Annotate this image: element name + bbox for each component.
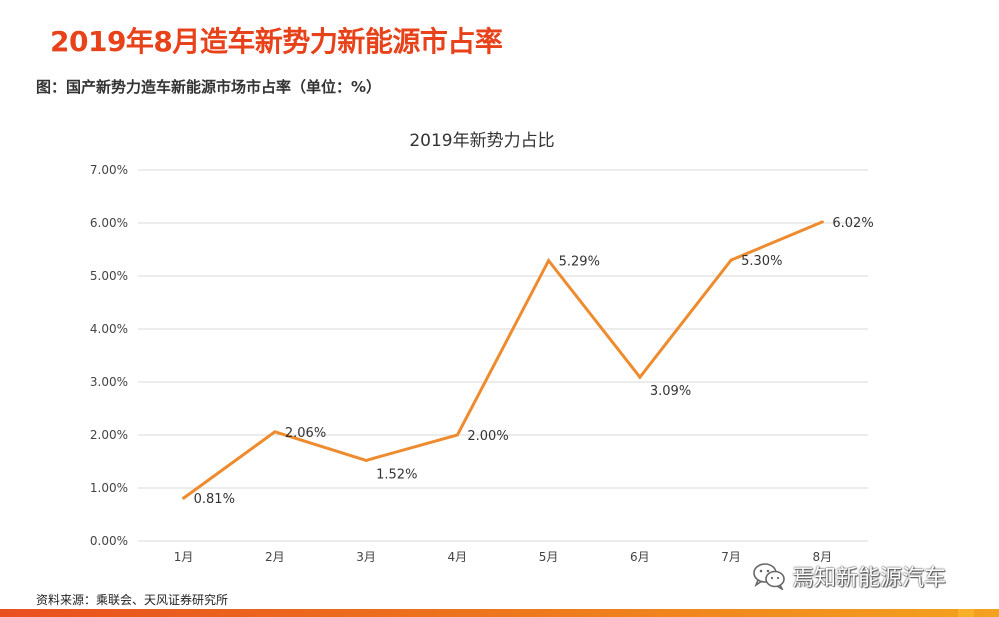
y-tick-label: 3.00% [90,375,128,389]
y-tick-label: 5.00% [90,269,128,283]
watermark-text: 焉知新能源汽车 [792,566,947,591]
x-axis-ticks: 1月 2月 3月 4月 5月 6月 7月 8月 [174,550,832,564]
x-tick-label: 7月 [721,550,741,564]
x-tick-label: 3月 [356,550,376,564]
data-label: 5.29% [559,255,600,270]
x-tick-label: 5月 [539,550,559,564]
chart-title: 2019年新势力占比 [409,131,554,151]
watermark: 焉知新能源汽车 [752,560,946,592]
y-tick-label: 1.00% [90,481,128,495]
page-title: 2019年8月造车新势力新能源市占率 [50,25,503,58]
data-point [455,433,459,437]
data-point [638,375,642,379]
data-label: 2.00% [467,429,508,444]
data-label: 1.52% [376,467,417,482]
series-line [182,220,823,500]
data-label: 2.06% [285,426,326,441]
x-tick-label: 2月 [265,550,285,564]
y-tick-label: 0.00% [90,534,128,548]
footer-bar [0,609,999,617]
gridlines [138,169,868,542]
y-axis-ticks: 0.00% 1.00% 2.00% 3.00% 4.00% 5.00% 6.00% 7.00% [90,163,128,548]
x-tick-label: 6月 [630,550,650,564]
data-point [364,458,368,462]
data-label: 5.30% [741,254,782,269]
footer-accent [958,609,974,617]
x-tick-label: 8月 [813,550,833,564]
y-tick-label: 2.00% [90,428,128,442]
data-label: 3.09% [650,384,691,399]
x-tick-label: 4月 [448,550,468,564]
data-point [729,258,733,262]
data-point [182,496,186,500]
source-note: 资料来源：乘联会、天风证券研究所 [36,593,229,607]
y-tick-label: 6.00% [90,216,128,230]
x-tick-label: 1月 [174,550,194,564]
wechat-icon [752,562,786,590]
data-label: 0.81% [194,492,235,507]
y-tick-label: 7.00% [90,163,128,177]
series-layer [182,220,824,500]
data-labels: 0.81% 2.06% 1.52% 2.00% 5.29% 3.09% 5.30% 6.02% [194,216,874,507]
figure-caption: 图：国产新势力造车新能源市场市占率（单位：%） [36,78,382,96]
data-point [547,259,551,263]
data-label: 6.02% [832,216,873,231]
y-tick-label: 4.00% [90,322,128,336]
data-point [820,220,824,224]
data-point [273,430,277,434]
